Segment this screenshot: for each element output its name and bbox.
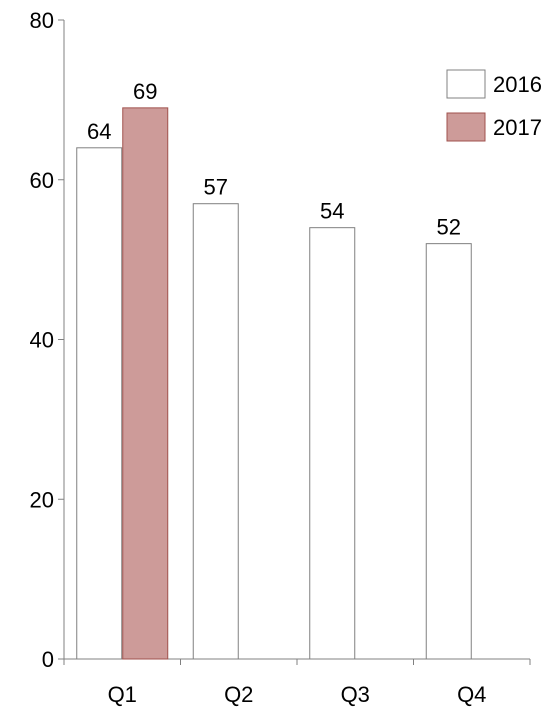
bar-2016-Q3 <box>309 227 356 660</box>
x-tick-label: Q3 <box>341 682 370 707</box>
y-tick-label: 40 <box>30 328 54 353</box>
data-label-2016-Q2: 57 <box>204 175 228 200</box>
bar-2016-Q1 <box>76 147 123 660</box>
y-tick-label: 20 <box>30 487 54 512</box>
data-label-2016-Q3: 54 <box>320 199 344 224</box>
x-tick-label: Q2 <box>224 682 253 707</box>
bar-2016-Q4 <box>425 243 472 660</box>
legend-label-2016: 2016 <box>493 72 542 97</box>
data-label-2016-Q4: 52 <box>437 215 461 240</box>
y-tick-label: 0 <box>42 647 54 672</box>
x-axis: Q1 Q2 Q3 Q4 <box>63 658 531 707</box>
y-axis: 0 20 40 60 80 <box>30 8 65 672</box>
y-tick-label: 80 <box>30 8 54 33</box>
legend-label-2017: 2017 <box>493 115 542 140</box>
data-labels: 64 57 54 52 69 <box>87 79 461 240</box>
bar-2017-Q1 <box>122 107 169 660</box>
data-label-2017-Q1: 69 <box>133 79 157 104</box>
legend-swatch-2016 <box>446 69 486 99</box>
legend-swatch-2017 <box>446 112 486 142</box>
data-label-2016-Q1: 64 <box>87 119 111 144</box>
x-tick-label: Q4 <box>457 682 486 707</box>
y-tick-label: 60 <box>30 168 54 193</box>
bars <box>76 107 472 660</box>
bar-2016-Q2 <box>192 203 239 660</box>
legend: 2016 2017 <box>446 69 542 142</box>
x-tick-label: Q1 <box>108 682 137 707</box>
